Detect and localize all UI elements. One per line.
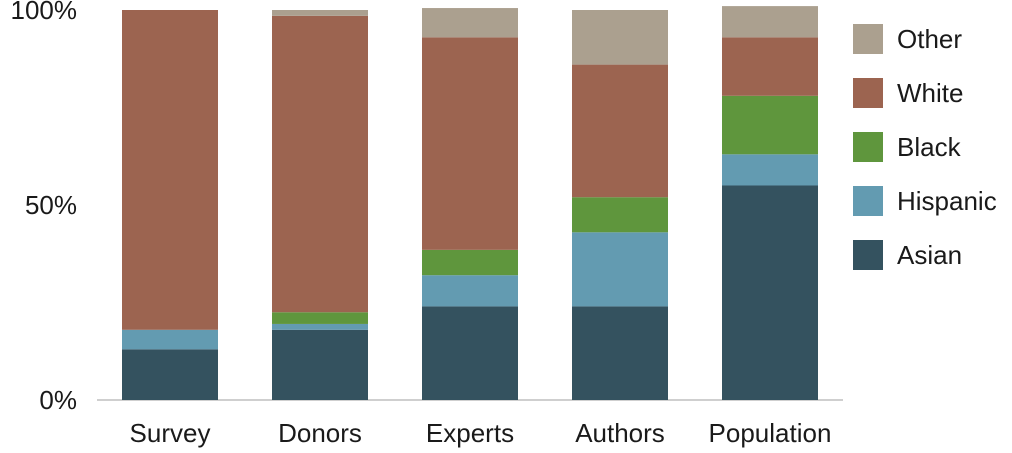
x-tick-label: Experts xyxy=(426,418,514,448)
bar-segment-survey-hispanic xyxy=(122,329,218,350)
legend-item-white: White xyxy=(853,66,997,120)
legend-label: Asian xyxy=(897,240,963,270)
legend-swatch xyxy=(853,240,883,270)
bar-segment-experts-other xyxy=(422,8,518,38)
legend-label: Other xyxy=(897,24,963,54)
legend-label: Hispanic xyxy=(897,186,997,216)
bar-segment-authors-black xyxy=(572,197,668,233)
legend-item-asian: Asian xyxy=(853,228,997,282)
bar-segment-donors-asian xyxy=(272,329,368,400)
legend-swatch xyxy=(853,24,883,54)
bar-segment-donors-white xyxy=(272,15,368,313)
bar-segment-experts-hispanic xyxy=(422,275,518,307)
y-tick-label: 50% xyxy=(25,190,77,220)
bar-segment-survey-asian xyxy=(122,349,218,400)
legend-label: White xyxy=(897,78,964,108)
bar-segment-authors-other xyxy=(572,10,668,65)
bar-segment-population-other xyxy=(722,6,818,38)
bar-segment-population-black xyxy=(722,95,818,155)
bar-segment-donors-black xyxy=(272,312,368,324)
bar-segment-population-white xyxy=(722,37,818,96)
bar-segment-authors-asian xyxy=(572,306,668,400)
legend-swatch xyxy=(853,78,883,108)
legend-swatch xyxy=(853,186,883,216)
bar-segment-experts-white xyxy=(422,37,518,250)
legend-item-hispanic: Hispanic xyxy=(853,174,997,228)
bar-segment-population-asian xyxy=(722,185,818,400)
bar-segment-authors-white xyxy=(572,64,668,198)
bar-segment-donors-hispanic xyxy=(272,323,368,330)
y-tick-label: 0% xyxy=(39,385,77,415)
x-tick-label: Donors xyxy=(278,418,362,448)
x-tick-label: Authors xyxy=(575,418,665,448)
bar-segment-experts-asian xyxy=(422,306,518,400)
legend-item-black: Black xyxy=(853,120,997,174)
legend: Other White Black Hispanic Asian xyxy=(853,12,997,282)
bar-segment-experts-black xyxy=(422,249,518,276)
x-tick-label: Survey xyxy=(130,418,211,448)
bar-segment-survey-white xyxy=(122,10,218,330)
legend-label: Black xyxy=(897,132,961,162)
bar-segment-authors-hispanic xyxy=(572,232,668,307)
legend-item-other: Other xyxy=(853,12,997,66)
y-tick-label: 100% xyxy=(11,0,78,25)
bar-segment-population-hispanic xyxy=(722,154,818,186)
x-tick-label: Population xyxy=(709,418,832,448)
legend-swatch xyxy=(853,132,883,162)
bar-segment-donors-other xyxy=(272,10,368,16)
